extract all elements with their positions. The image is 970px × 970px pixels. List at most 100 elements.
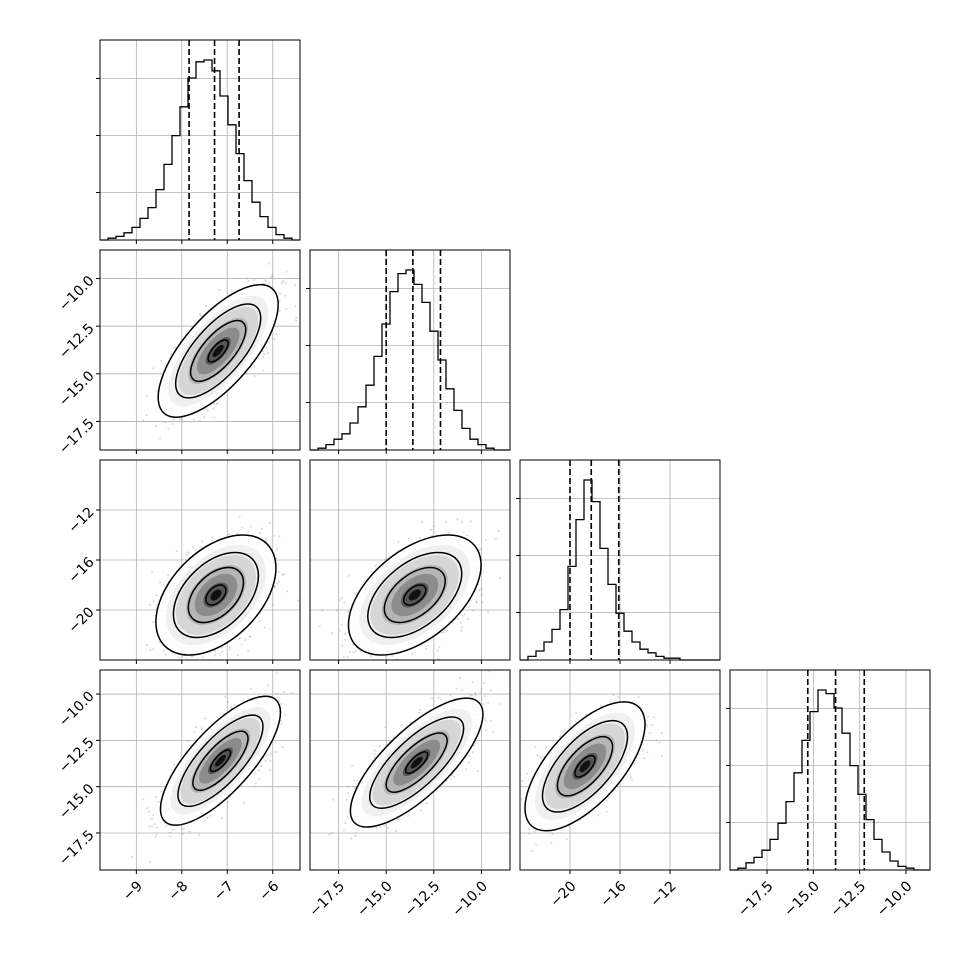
scatter-point [249, 635, 252, 638]
scatter-point [451, 621, 454, 624]
scatter-point [497, 529, 500, 532]
contour-line [155, 534, 277, 656]
scatter-point [444, 628, 447, 631]
scatter-point [236, 654, 239, 657]
density-layer [318, 517, 502, 663]
scatter-point [471, 609, 474, 612]
density-layer [146, 515, 300, 677]
scatter-panel-4 [96, 669, 301, 874]
scatter-point [442, 631, 446, 634]
scatter-point [241, 526, 244, 529]
scatter-point [279, 292, 282, 295]
scatter-point [340, 623, 344, 626]
scatter-point [258, 777, 261, 781]
scatter-point [268, 341, 271, 344]
scatter-point [425, 647, 428, 650]
scatter-point [175, 549, 178, 553]
scatter-point [155, 604, 158, 607]
scatter-point [268, 262, 271, 265]
scatter-point [390, 654, 394, 657]
scatter-point [215, 402, 219, 406]
panel-frame [729, 669, 931, 871]
scatter-point [265, 537, 268, 541]
scatter-point [247, 649, 250, 653]
scatter-point [340, 596, 343, 599]
scatter-point [266, 352, 269, 355]
scatter-point [174, 346, 177, 349]
scatter-point [418, 536, 422, 539]
scatter-point [212, 407, 215, 411]
scatter-point [220, 650, 224, 653]
scatter-point [335, 609, 339, 612]
contour-line [402, 584, 427, 606]
scatter-point [192, 418, 195, 421]
scatter-point [213, 649, 217, 653]
scatter-point [444, 520, 447, 524]
scatter-point [226, 800, 229, 804]
scatter-point [346, 655, 349, 659]
scatter-point [159, 581, 162, 584]
scatter-point [263, 626, 266, 629]
scatter-point [295, 316, 298, 319]
scatter-point [438, 646, 441, 649]
histogram-panel-2 [306, 249, 511, 454]
histogram-step-line [310, 269, 510, 451]
scatter-point [149, 649, 152, 652]
scatter-point [262, 369, 265, 372]
contour-line [347, 534, 482, 656]
scatter-point [274, 333, 278, 336]
contour-line [207, 339, 229, 363]
scatter-point [480, 587, 484, 590]
scatter-point [170, 352, 173, 356]
scatter-point [146, 394, 149, 398]
scatter-point [280, 282, 283, 285]
scatter-point [192, 546, 195, 549]
scatter-point [253, 772, 256, 775]
scatter-point [244, 638, 247, 642]
scatter-point [238, 515, 241, 518]
scatter-point [182, 827, 185, 831]
scatter-point [145, 414, 148, 417]
scatter-point [436, 649, 439, 652]
scatter-point [479, 547, 482, 550]
scatter-point [156, 675, 158, 677]
scatter-point [346, 610, 349, 613]
contour-line [174, 303, 262, 399]
scatter-point [242, 801, 245, 804]
contour-line [172, 551, 260, 639]
scatter-point [459, 621, 463, 624]
scatter-point [271, 337, 274, 340]
scatter-point [273, 338, 276, 341]
density-shade [210, 589, 222, 601]
scatter-point [188, 665, 190, 667]
scatter-point [294, 304, 297, 307]
scatter-point [238, 637, 242, 640]
scatter-point [160, 790, 163, 793]
scatter-point [320, 609, 324, 612]
scatter-point [280, 722, 283, 726]
scatter-point [273, 534, 276, 537]
histogram-step-line [100, 59, 300, 241]
scatter-point [260, 527, 263, 530]
scatter-point [185, 675, 187, 677]
scatter-point [201, 656, 204, 659]
scatter-point [280, 702, 283, 705]
scatter-point [294, 284, 297, 287]
scatter-point [370, 655, 373, 658]
scatter-point [297, 599, 300, 602]
scatter-point [240, 643, 243, 646]
scatter-point [152, 600, 155, 603]
scatter-point [268, 282, 271, 285]
scatter-point [374, 661, 376, 663]
scatter-point [198, 313, 202, 316]
scatter-point [271, 603, 275, 606]
scatter-point [226, 700, 229, 704]
scatter-point [352, 651, 355, 654]
scatter-point [219, 653, 222, 656]
scatter-point [202, 415, 206, 419]
scatter-point [342, 655, 345, 659]
scatter-point [152, 648, 155, 651]
scatter-point [285, 590, 289, 593]
density-shade [212, 344, 224, 358]
scatter-point [260, 764, 263, 768]
